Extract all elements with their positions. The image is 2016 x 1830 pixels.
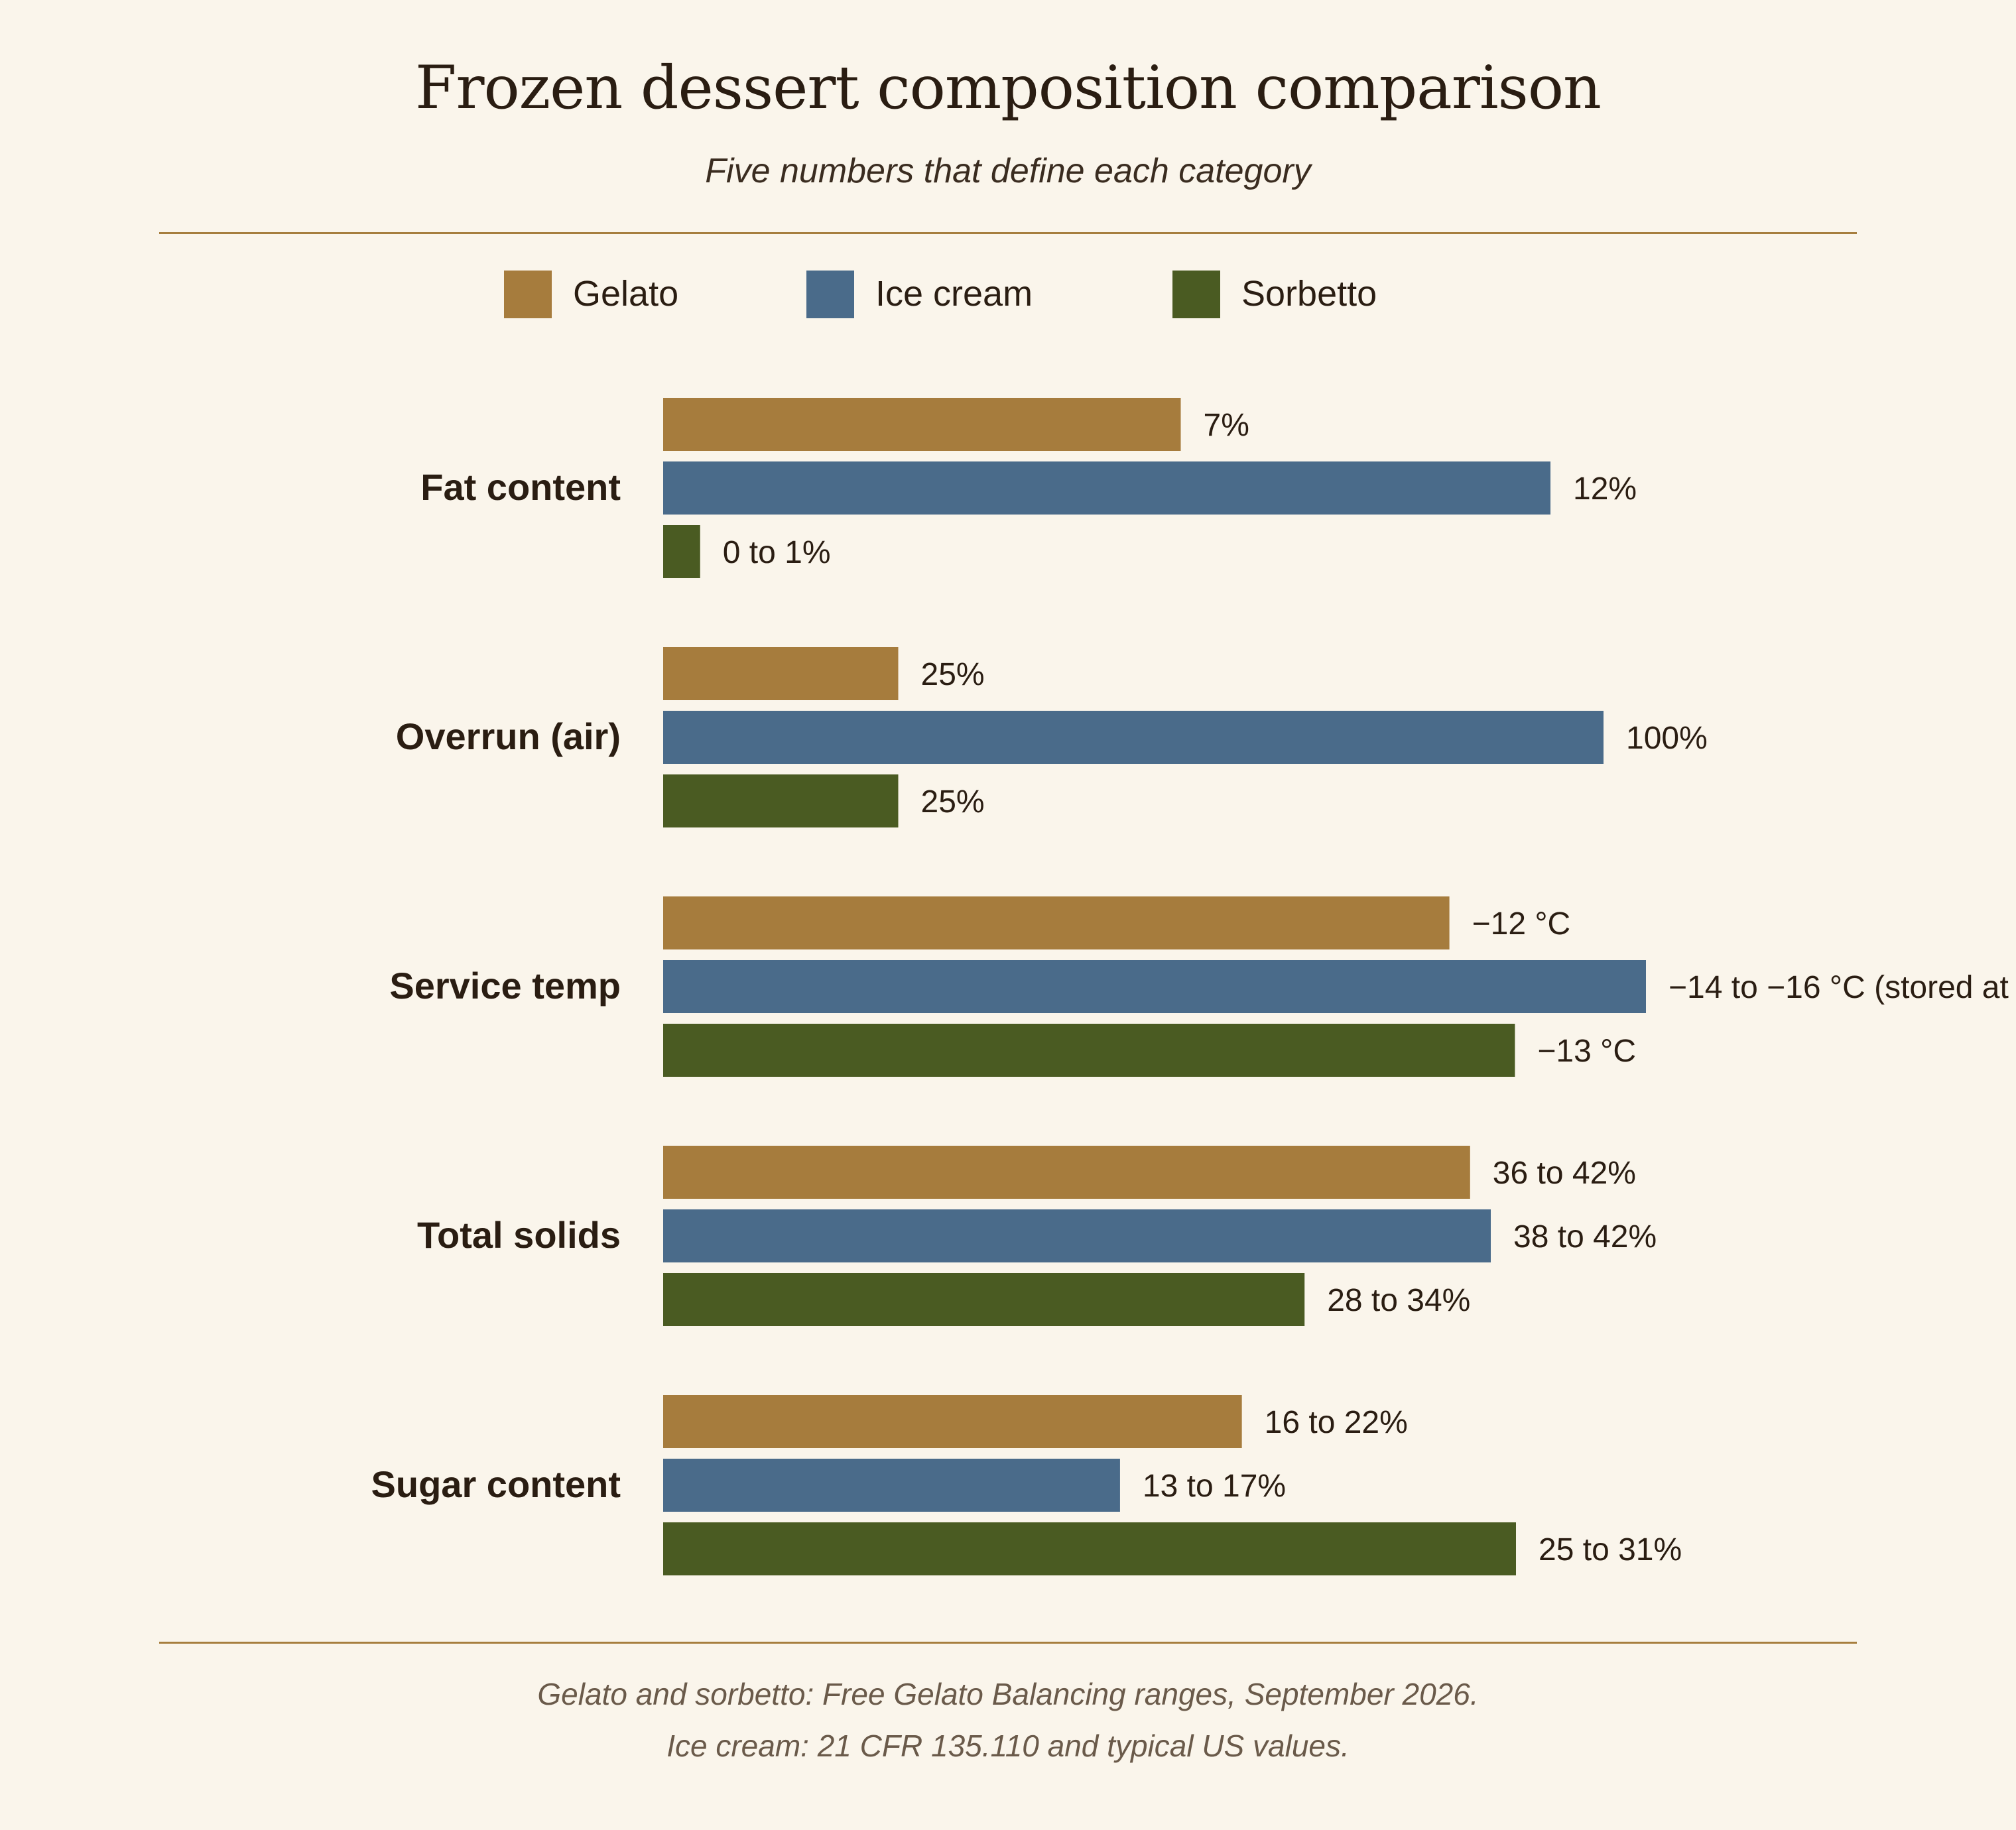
category-label-total-solids: Total solids bbox=[417, 1214, 621, 1256]
bar-total-solids-ice-cream bbox=[663, 1209, 1491, 1262]
value-label-service-temp-sorbetto: −13 °C bbox=[1537, 1034, 1636, 1069]
value-label-overrun-air-gelato: 25% bbox=[921, 657, 985, 692]
value-label-fat-content-sorbetto: 0 to 1% bbox=[723, 535, 831, 570]
value-label-sugar-content-ice-cream: 13 to 17% bbox=[1143, 1469, 1286, 1504]
value-label-service-temp-ice-cream: −14 to −16 °C (stored at −18 °C) bbox=[1669, 970, 2016, 1005]
category-label-overrun-air: Overrun (air) bbox=[396, 715, 621, 757]
bar-service-temp-sorbetto bbox=[663, 1024, 1515, 1077]
bar-fat-content-sorbetto bbox=[663, 525, 700, 578]
bar-overrun-air-sorbetto bbox=[663, 774, 899, 827]
value-label-total-solids-sorbetto: 28 to 34% bbox=[1327, 1283, 1470, 1318]
bar-fat-content-ice-cream bbox=[663, 461, 1550, 515]
bottom-divider bbox=[159, 1642, 1857, 1644]
chart-subtitle: Five numbers that define each category bbox=[705, 152, 1311, 190]
value-label-total-solids-ice-cream: 38 to 42% bbox=[1513, 1219, 1657, 1254]
value-label-overrun-air-sorbetto: 25% bbox=[921, 784, 985, 820]
legend-swatch-ice-cream bbox=[806, 271, 854, 318]
value-label-total-solids-gelato: 36 to 42% bbox=[1493, 1156, 1636, 1191]
value-label-overrun-air-ice-cream: 100% bbox=[1626, 721, 1708, 756]
value-label-fat-content-ice-cream: 12% bbox=[1573, 471, 1637, 507]
bar-fat-content-gelato bbox=[663, 398, 1181, 451]
legend-label-ice-cream: Ice cream bbox=[875, 274, 1033, 314]
bar-overrun-air-ice-cream bbox=[663, 711, 1604, 764]
value-label-sugar-content-gelato: 16 to 22% bbox=[1265, 1405, 1408, 1440]
source-note-line-2: Ice cream: 21 CFR 135.110 and typical US… bbox=[666, 1729, 1350, 1763]
category-label-service-temp: Service temp bbox=[389, 965, 621, 1006]
source-note-line-1: Gelato and sorbetto: Free Gelato Balanci… bbox=[537, 1677, 1479, 1711]
chart-title: Frozen dessert composition comparison bbox=[415, 53, 1602, 123]
category-label-fat-content: Fat content bbox=[420, 466, 621, 508]
value-label-sugar-content-sorbetto: 25 to 31% bbox=[1539, 1532, 1682, 1567]
value-label-fat-content-gelato: 7% bbox=[1204, 408, 1249, 443]
bar-sugar-content-ice-cream bbox=[663, 1459, 1120, 1512]
legend-swatch-gelato bbox=[504, 271, 552, 318]
bar-overrun-air-gelato bbox=[663, 647, 899, 700]
legend-label-sorbetto: Sorbetto bbox=[1241, 274, 1377, 314]
bar-service-temp-gelato bbox=[663, 896, 1450, 949]
bar-sugar-content-gelato bbox=[663, 1395, 1242, 1448]
bar-sugar-content-sorbetto bbox=[663, 1522, 1516, 1575]
top-divider bbox=[159, 232, 1857, 234]
bar-total-solids-sorbetto bbox=[663, 1273, 1305, 1326]
legend: Gelato Ice cream Sorbetto bbox=[0, 265, 2016, 325]
bar-service-temp-ice-cream bbox=[663, 960, 1646, 1013]
bar-total-solids-gelato bbox=[663, 1146, 1470, 1199]
legend-label-gelato: Gelato bbox=[573, 274, 679, 314]
legend-swatch-sorbetto bbox=[1172, 271, 1220, 318]
category-label-sugar-content: Sugar content bbox=[371, 1463, 621, 1505]
value-label-service-temp-gelato: −12 °C bbox=[1472, 906, 1571, 942]
